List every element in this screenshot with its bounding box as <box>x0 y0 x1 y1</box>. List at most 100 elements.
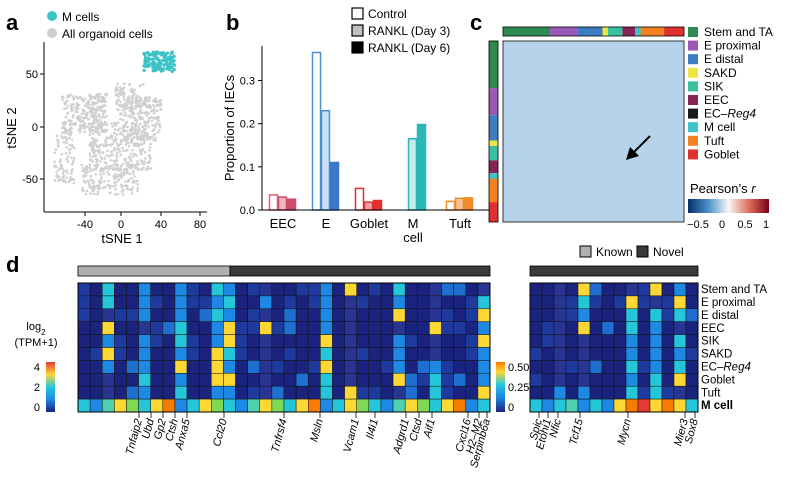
d-heat-cell <box>541 321 555 335</box>
d-heat-cell <box>198 385 212 400</box>
d-heat-cell <box>649 360 663 374</box>
organoid-cell-point <box>96 105 100 109</box>
organoid-cell-point <box>61 131 64 135</box>
d-heat-cell <box>685 373 699 387</box>
d-heat-cell <box>465 360 479 374</box>
d-heat-cell <box>247 334 261 348</box>
organoid-cell-point <box>99 169 102 173</box>
d-heat-cell <box>529 347 543 361</box>
a-y-ticks: 50 0 -50 <box>22 69 44 186</box>
d-heat-cell <box>295 308 309 322</box>
m-cell-point <box>165 67 169 71</box>
organoid-cell-point <box>145 114 149 117</box>
organoid-cell-point <box>111 125 114 128</box>
organoid-cell-point <box>116 88 120 91</box>
d-heat-cell <box>174 373 188 387</box>
organoid-cell-point <box>54 148 58 151</box>
d-heat-cell <box>211 308 224 322</box>
bar-tuft-1 <box>454 197 465 211</box>
d-heat-cell <box>89 282 103 297</box>
organoid-cell-point <box>74 110 77 113</box>
organoid-cell-point <box>89 114 93 118</box>
d-heat-cell <box>553 334 567 348</box>
d-heat-cell <box>89 308 103 322</box>
d-heat-cell <box>307 308 321 322</box>
d-heat-cell <box>89 398 103 413</box>
d-heat-cell <box>150 347 164 361</box>
organoid-cell-point <box>114 168 117 171</box>
organoid-cell-point <box>118 127 122 130</box>
organoid-cell-point <box>144 103 148 106</box>
organoid-cell-point <box>90 126 93 129</box>
a-xtick-80: 80 <box>194 219 206 231</box>
d-heat-cell <box>685 295 699 310</box>
d-heat-cell <box>138 373 151 387</box>
d-known-bar <box>77 265 231 277</box>
d-heat-cell <box>126 334 139 348</box>
c-legend-label: E proximal <box>704 39 761 53</box>
d-heat-cell <box>685 308 699 322</box>
organoid-cell-point <box>114 187 117 191</box>
organoid-cell-point <box>89 158 93 161</box>
c-legend-label: E distal <box>704 52 743 66</box>
organoid-cell-point <box>112 163 116 166</box>
organoid-cell-point <box>62 96 65 99</box>
organoid-cell-point <box>116 128 120 132</box>
d-heat-cell <box>465 334 479 348</box>
d-heat-cell <box>392 347 406 361</box>
organoid-cell-point <box>53 178 57 182</box>
organoid-cell-point <box>53 165 56 168</box>
organoid-cell-point <box>100 176 103 179</box>
organoid-cell-point <box>123 82 126 86</box>
organoid-cell-point <box>95 129 98 132</box>
d-heat-cell <box>368 334 382 348</box>
d-heat-cell <box>307 373 321 387</box>
a-ytick-50: 50 <box>26 69 38 81</box>
panel-d-letter: d <box>6 252 19 277</box>
d-heat-cell <box>429 398 442 413</box>
d-heat-cell <box>673 308 687 322</box>
d-heat-cell <box>198 347 212 361</box>
d-heat-cell <box>613 347 627 361</box>
d-heat-cell <box>186 334 200 348</box>
d-heat-cell <box>259 282 273 297</box>
tsne-scatter <box>53 50 176 196</box>
organoid-cell-point <box>77 128 80 132</box>
d-heat-cell <box>649 295 663 310</box>
organoid-cell-point <box>71 115 75 119</box>
d-heat-cell <box>89 321 103 335</box>
d-heat-cell <box>613 334 627 348</box>
organoid-cell-point <box>158 122 162 126</box>
b-ytick-label: 0.2 <box>240 119 255 131</box>
organoid-cell-point <box>131 155 134 158</box>
organoid-cell-point <box>117 95 120 99</box>
d-heat-cell <box>126 347 139 361</box>
d-heat-cell <box>685 347 699 361</box>
d-heat-cell <box>150 398 164 413</box>
d-heat-cell <box>150 308 164 322</box>
d-heat-cell <box>223 347 236 361</box>
b-xtick-label: EEC <box>270 216 297 231</box>
d-heat-cell <box>429 321 442 335</box>
d-cbar-right-tick-0: 0 <box>508 402 514 414</box>
organoid-cell-point <box>102 186 105 190</box>
organoid-cell-point <box>132 136 136 139</box>
d-heat-cell <box>417 360 430 374</box>
d-heat-cell <box>441 334 454 348</box>
organoid-cell-point <box>120 186 124 189</box>
organoid-cell-point <box>87 180 90 183</box>
a-ylabel: tSNE 2 <box>4 107 19 148</box>
organoid-cell-point <box>88 154 92 158</box>
c-side-seg <box>489 88 498 116</box>
organoid-cell-point <box>90 109 94 112</box>
d-heat-cell <box>138 347 151 361</box>
organoid-cell-point <box>115 92 118 96</box>
organoid-cell-point <box>99 155 103 159</box>
d-heat-cell <box>625 385 639 400</box>
bar-eec-0 <box>268 194 279 211</box>
organoid-cell-point <box>64 103 67 106</box>
organoid-cell-point <box>153 108 156 112</box>
organoid-cell-point <box>57 142 60 146</box>
d-heat-cell <box>453 360 467 374</box>
organoid-cell-point <box>81 169 84 173</box>
